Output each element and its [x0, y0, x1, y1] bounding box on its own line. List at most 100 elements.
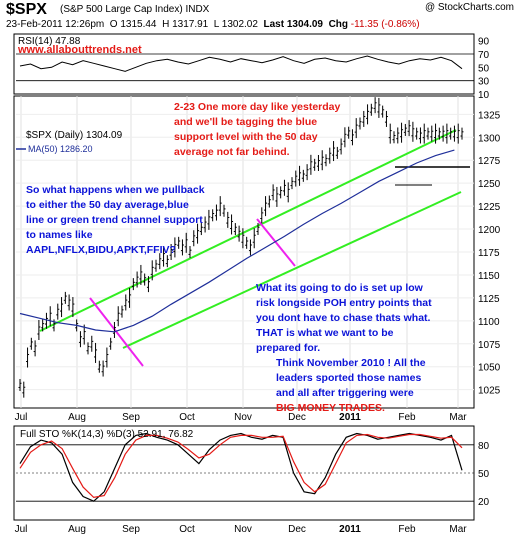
- sto-series: [19, 432, 463, 502]
- annotation-line: to either the 50 day average,blue: [26, 199, 189, 211]
- ma50-line: [19, 149, 455, 333]
- price-x-axis: Jul Aug Sep Oct Nov Dec 2011 Feb Mar: [15, 412, 468, 423]
- rsi-y-axis: 10 30 50 70 90: [478, 37, 490, 101]
- annotation-line: and all after triggering were: [276, 387, 414, 399]
- open-value: 1315.44: [120, 19, 157, 30]
- rsi-tick-label: 70: [478, 50, 490, 61]
- price-x-tick-label: Dec: [288, 412, 306, 423]
- annotation-line: AAPL,NFLX,BIDU,APKT,FFIV?: [26, 244, 176, 256]
- annotation-line: THAT is what we want to be: [256, 327, 394, 339]
- chg-label: Chg: [328, 19, 349, 30]
- price-x-tick-label: Oct: [179, 412, 195, 423]
- last-value: 1304.09: [286, 19, 323, 30]
- rsi-tick-label: 10: [478, 90, 490, 101]
- price-x-tick-label: Aug: [68, 412, 86, 423]
- ma50-series: [19, 149, 455, 333]
- sto-x-tick-label: Nov: [234, 524, 252, 535]
- price-tick-label: 1025: [478, 386, 501, 397]
- high-label: H: [162, 19, 170, 30]
- high-value: 1317.91: [172, 19, 209, 30]
- annotation-line: to names like: [26, 229, 93, 241]
- price-x-tick-label: Jul: [15, 412, 28, 423]
- annotation-line: prepared for.: [256, 342, 321, 354]
- sto-x-tick-label: Mar: [449, 524, 467, 535]
- price-x-tick-label: Mar: [449, 412, 467, 423]
- annotation-line: risk longside POH entry points that: [256, 297, 432, 309]
- trend-channel-upper: [39, 129, 457, 332]
- open-label: O: [109, 19, 118, 30]
- sto-x-tick-label: Sep: [122, 524, 140, 535]
- rsi-title: RSI(14) 47.88: [18, 36, 81, 47]
- price-tick-label: 1175: [478, 248, 500, 259]
- last-label: Last: [263, 19, 285, 30]
- sto-x-axis: Jul Aug Sep Oct Nov Dec 2011 Feb Mar: [15, 524, 468, 535]
- sto-x-tick-label: Aug: [68, 524, 86, 535]
- annotation-line: you dont have to chase thats what.: [256, 312, 431, 324]
- ticker-symbol: $SPX: [6, 1, 47, 18]
- sto-x-tick-label: Dec: [288, 524, 306, 535]
- sto-x-tick-label: Feb: [398, 524, 416, 535]
- pullback-line-aug: [89, 297, 144, 367]
- price-tick-label: 1100: [478, 317, 500, 328]
- annotation-line-red: BIG MONEY TRADES.: [276, 402, 385, 414]
- chart-header: $SPX (S&P 500 Large Cap Index) INDX @ St…: [4, 0, 518, 34]
- price-legend: $SPX (Daily) 1304.09: [26, 130, 123, 141]
- price-tick-label: 1250: [478, 179, 501, 190]
- price-y-axis: 1025 1050 1075 1100 1125 1150 1175 1200 1225 1250…: [478, 110, 501, 396]
- price-x-tick-label: Nov: [234, 412, 252, 423]
- copyright: @ StockCharts.com: [424, 2, 514, 13]
- ma-legend: MA(50) 1286.20: [28, 144, 93, 154]
- index-description: (S&P 500 Large Cap Index) INDX: [60, 4, 210, 15]
- annotation-line: 2-23 One more day like yesterday: [174, 101, 341, 113]
- price-tick-label: 1150: [478, 271, 500, 282]
- rsi-line: [19, 55, 463, 72]
- annotation-line: What its going to do is set up low: [256, 282, 423, 294]
- rsi-tick-label: 50: [478, 63, 490, 74]
- price-tick-label: 1125: [478, 294, 500, 305]
- sto-x-tick-label: 2011: [339, 524, 361, 535]
- pullback-line-nov: [256, 218, 296, 267]
- chg-value: -11.35 (-0.86%): [350, 19, 420, 30]
- quote-line: 23-Feb-2011 12:26pm O 1315.44 H 1317.91 …: [6, 19, 420, 30]
- price-tick-label: 1200: [478, 225, 501, 236]
- rsi-tick-label: 90: [478, 37, 490, 48]
- price-grid: [16, 96, 474, 408]
- annotation-line: Think November 2010 ! All the: [276, 357, 426, 369]
- sto-k-line: [19, 432, 463, 502]
- annotation-line: leaders sported those names: [276, 372, 422, 384]
- sto-x-tick-label: Oct: [179, 524, 195, 535]
- price-tick-label: 1275: [478, 156, 501, 167]
- price-tick-label: 1225: [478, 202, 501, 213]
- price-x-tick-label: Sep: [122, 412, 140, 423]
- quote-date: 23-Feb-2011 12:26pm: [6, 19, 105, 30]
- website-url: www.allabouttrends.net: [18, 44, 142, 56]
- annotation-line: line or green trend channel support: [26, 214, 203, 226]
- rsi-panel-frame: [13, 33, 475, 95]
- low-value: 1302.02: [221, 19, 258, 30]
- price-tick-label: 1300: [478, 133, 501, 144]
- annotation-bottom-blue: Think November 2010 ! All the leaders sp…: [276, 356, 426, 416]
- sto-tick-label: 80: [478, 441, 490, 452]
- sto-x-tick-label: Jul: [15, 524, 28, 535]
- price-x-tick-label: Feb: [398, 412, 416, 423]
- annotation-line: support level with the 50 day: [174, 131, 318, 143]
- sto-tick-label: 20: [478, 497, 490, 508]
- rsi-tick-label: 30: [478, 77, 490, 88]
- low-label: L: [213, 19, 219, 30]
- sto-tick-label: 50: [478, 469, 490, 480]
- annotation-line: and we'll be tagging the blue: [174, 116, 318, 128]
- price-tick-label: 1075: [478, 340, 501, 351]
- price-x-tick-label: 2011: [339, 412, 361, 423]
- sto-d-line: [19, 433, 463, 499]
- price-tick-label: 1325: [478, 110, 501, 121]
- rsi-reference-lines: [16, 53, 474, 82]
- trend-channel-lower: [122, 191, 462, 349]
- price-bar-series: [18, 97, 464, 398]
- rsi-series: [19, 55, 463, 72]
- annotation-left-blue: So what happens when we pullback to eith…: [26, 183, 205, 258]
- annotation-line: So what happens when we pullback: [26, 184, 205, 196]
- annotation-line: average not far behind.: [174, 146, 290, 158]
- annotation-top-red: 2-23 One more day like yesterday and we'…: [174, 100, 340, 160]
- annotation-right-blue: What its going to do is set up low risk …: [256, 281, 432, 356]
